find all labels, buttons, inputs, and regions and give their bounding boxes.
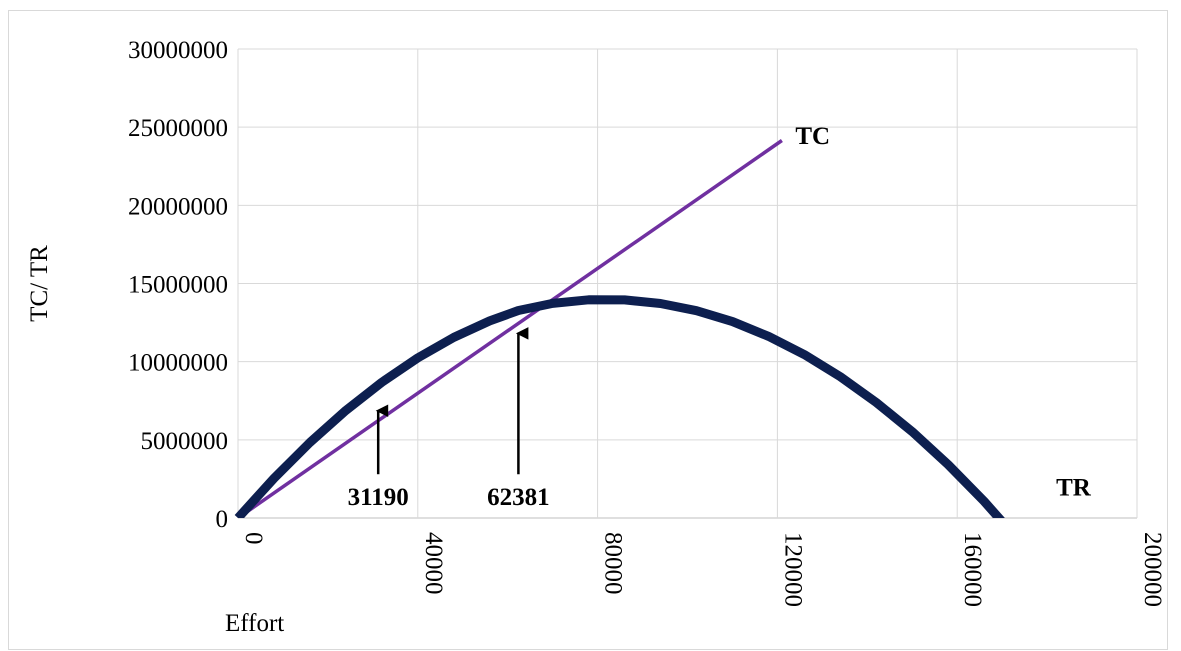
y-tick-label: 0 [216,506,229,533]
annotations: TC TR 31190 62381 [348,123,1092,511]
y-tick-label: 25000000 [128,115,228,142]
series-line-tr [234,295,1005,518]
series-label-tr: TR [1056,475,1092,502]
x-tick-label: 200000 [1139,532,1166,607]
x-axis-title: Effort [225,610,284,637]
chart-frame: 0 5000000 10000000 15000000 20000000 25000000… [8,10,1168,650]
x-tick-label: 40000 [420,532,447,595]
annotation-label: 31190 [348,484,409,511]
series-line-tc [237,139,783,518]
x-tick-labels: 0 40000 80000 120000 160000 200000 [240,532,1166,607]
y-axis-title: TC/ TR [26,245,53,322]
y-tick-label: 5000000 [141,428,229,455]
y-tick-label: 15000000 [128,272,228,299]
y-tick-label: 10000000 [128,350,228,377]
annotation-label: 62381 [487,484,550,511]
y-tick-label: 20000000 [128,193,228,220]
series-lines [234,139,1005,518]
x-tick-label: 160000 [959,532,986,607]
chart-svg: 0 5000000 10000000 15000000 20000000 25000000… [26,37,1166,637]
x-tick-label: 80000 [600,532,627,595]
y-tick-labels: 0 5000000 10000000 15000000 20000000 25000000… [128,37,228,533]
y-tick-label: 30000000 [128,37,228,64]
x-tick-label: 0 [240,532,267,545]
gridlines [237,48,1138,519]
x-tick-label: 120000 [779,532,806,607]
series-label-tc: TC [795,123,830,150]
